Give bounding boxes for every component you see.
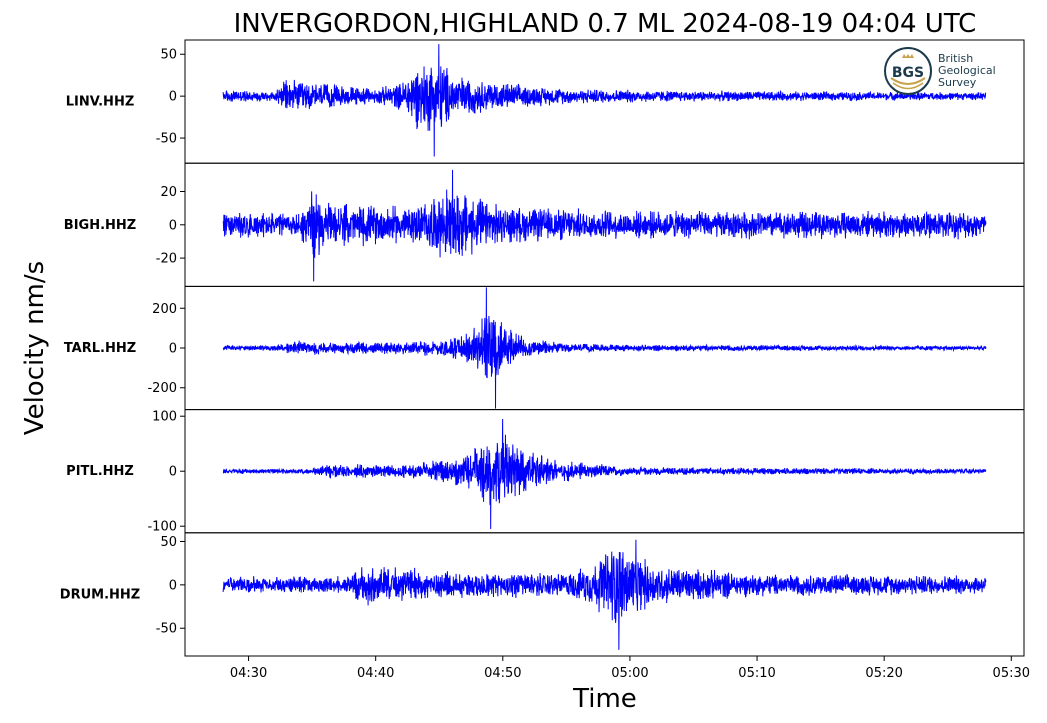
y-tick-label: -50: [156, 622, 177, 637]
waveform-line: [222, 44, 987, 157]
y-tick-label: -50: [156, 132, 177, 147]
trace-panel: 50 0 -50 DRUM.HHZ: [60, 532, 1025, 657]
y-tick-label: 0: [169, 342, 177, 357]
y-axis-label: Velocity nm/s: [20, 261, 50, 435]
station-label: LINV.HHZ: [66, 95, 135, 110]
bgs-logo-mark: BGS: [884, 47, 932, 95]
bgs-logo-line-1: British: [938, 52, 973, 65]
waveform-line: [222, 169, 987, 282]
chart-title: INVERGORDON,HIGHLAND 0.7 ML 2024-08-19 0…: [234, 9, 977, 39]
x-tick-label: 05:10: [738, 666, 775, 681]
bgs-logo-line-3: Survey: [938, 76, 977, 89]
x-tick-label: 04:30: [230, 666, 267, 681]
y-tick-label: -20: [156, 252, 177, 267]
y-tick-label: 50: [160, 48, 177, 63]
bgs-logo: BGS British Geological Survey: [884, 47, 996, 95]
y-tick-label: 0: [169, 465, 177, 480]
y-tick-label: 20: [160, 185, 177, 200]
y-tick-label: 100: [152, 410, 177, 425]
trace-panel: 20 0 -20 BIGH.HHZ: [64, 162, 1025, 287]
station-label: TARL.HHZ: [64, 341, 136, 356]
x-tick-label: 05:00: [611, 666, 648, 681]
x-tick-label: 05:20: [865, 666, 902, 681]
trace-panel: 200 0 -200 TARL.HHZ: [64, 285, 1025, 411]
waveform-line: [222, 287, 987, 409]
panel-frame: [184, 532, 1025, 657]
x-tick-label: 04:40: [357, 666, 394, 681]
y-tick-label: -100: [147, 520, 177, 535]
panels: 500-50LINV.HHZ200-20BIGH.HHZ2000-200TARL…: [60, 39, 1025, 657]
y-tick-label: 200: [152, 302, 177, 317]
station-label: BIGH.HHZ: [64, 218, 136, 233]
waveform-line: [222, 418, 987, 529]
x-axis: 04:30 04:40 04:50 05:00 05:10 05:20 05:30: [230, 656, 1030, 681]
trace-panel: 50 0 -50 LINV.HHZ: [66, 39, 1025, 164]
y-tick-label: 50: [160, 535, 177, 550]
bgs-logo-line-2: Geological: [938, 64, 996, 77]
y-tick-label: 0: [169, 218, 177, 233]
bgs-logo-mark-text: BGS: [892, 65, 924, 81]
x-tick-label: 04:50: [484, 666, 521, 681]
station-label: DRUM.HHZ: [60, 587, 140, 602]
x-tick-label: 05:30: [993, 666, 1030, 681]
station-label: PITL.HHZ: [66, 464, 134, 479]
trace-panel: 100 0 -100 PITL.HHZ: [66, 409, 1025, 535]
waveform-line: [222, 539, 987, 650]
y-tick-label: 0: [169, 578, 177, 593]
y-tick-label: -200: [147, 381, 177, 396]
y-tick-label: 0: [169, 90, 177, 105]
x-axis-label: Time: [572, 684, 637, 714]
